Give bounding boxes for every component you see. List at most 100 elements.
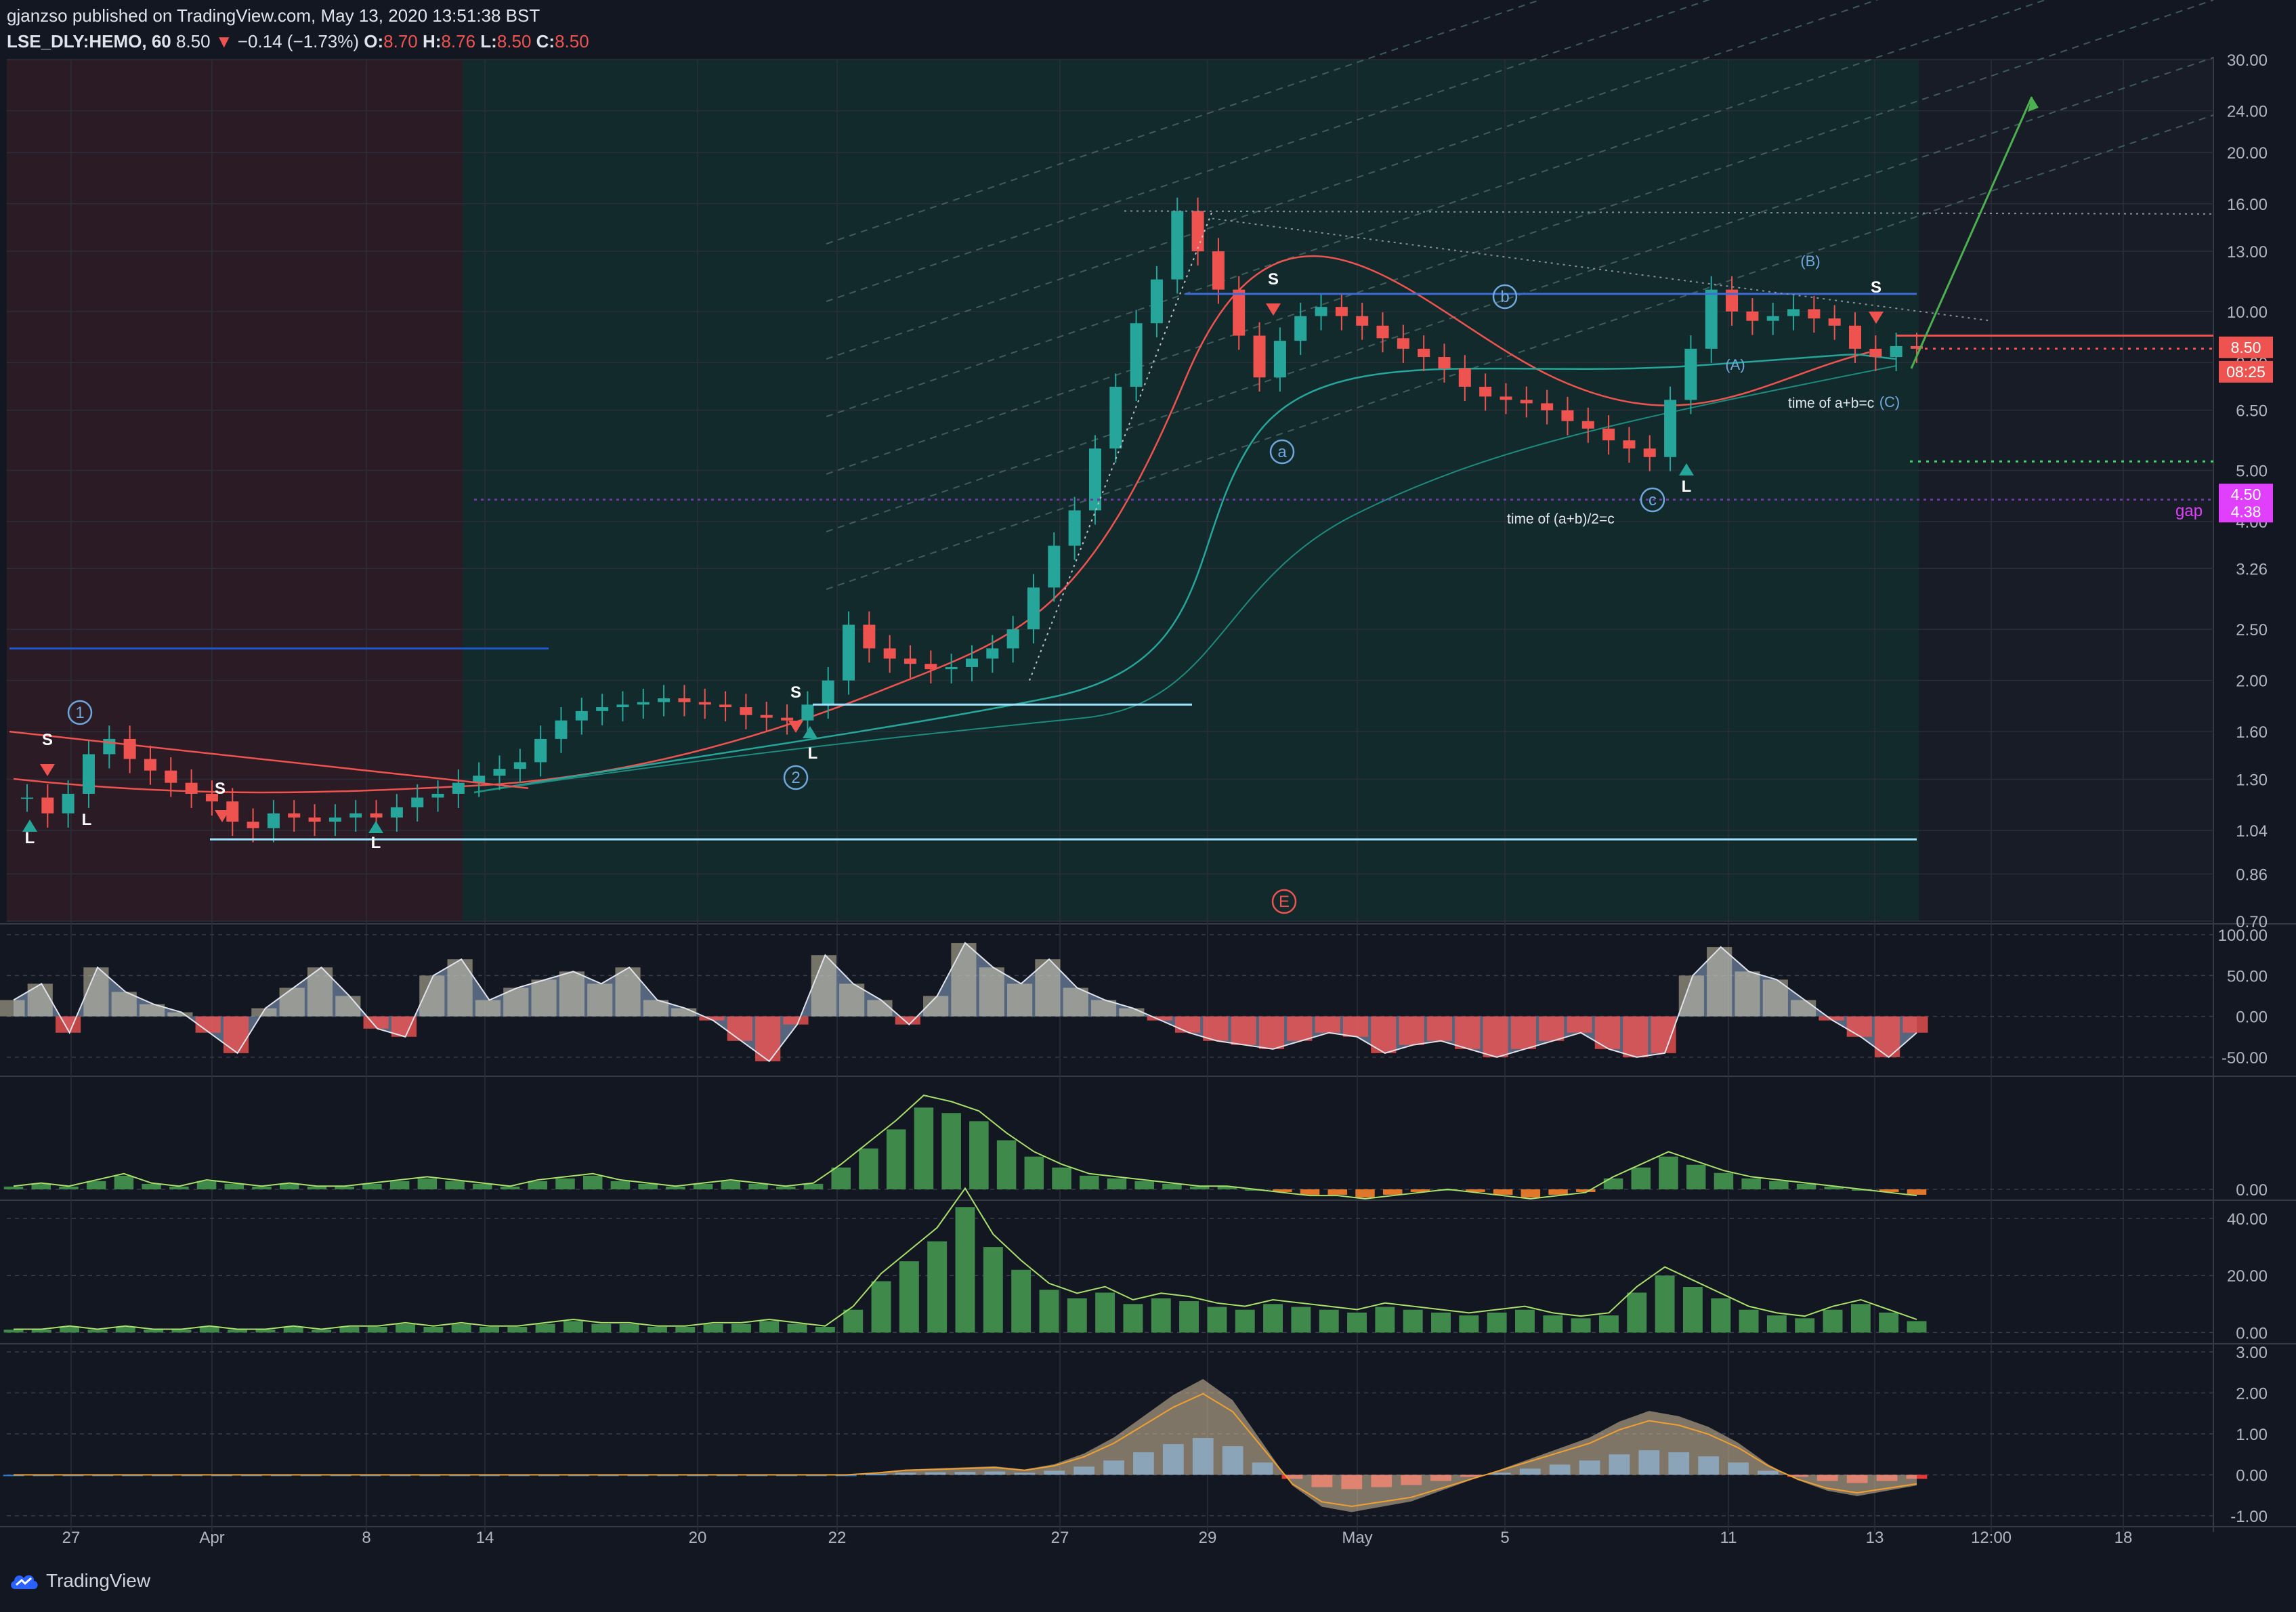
price-tick-label: 3.26 bbox=[2236, 560, 2268, 578]
oscillator-negative-bar bbox=[727, 1016, 752, 1041]
candle-body bbox=[1643, 448, 1656, 457]
open-label: O: bbox=[364, 31, 384, 51]
moving-average-slow bbox=[473, 365, 1897, 793]
price-axis[interactable]: 30.0024.0020.0016.0013.0010.008.006.505.… bbox=[2219, 51, 2273, 931]
candle-body bbox=[1746, 311, 1759, 321]
histogram-bar bbox=[803, 1183, 824, 1189]
histogram-bar bbox=[279, 1183, 299, 1189]
histogram-bar bbox=[1824, 1186, 1844, 1189]
sell-triangle-icon bbox=[1869, 312, 1884, 324]
oscillator-positive-bar bbox=[839, 983, 865, 1017]
candle-body bbox=[1911, 345, 1923, 349]
candle-body bbox=[1048, 545, 1061, 588]
histogram-bar bbox=[1796, 1183, 1816, 1189]
candle-body bbox=[1356, 316, 1369, 326]
buy-triangle-icon bbox=[22, 820, 37, 832]
gap-label: gap bbox=[2175, 502, 2203, 520]
oscillator-negative-bar bbox=[1231, 1016, 1256, 1045]
signal-line bbox=[14, 1393, 1917, 1508]
histogram-bar bbox=[859, 1148, 878, 1189]
histogram-bar bbox=[721, 1181, 741, 1189]
signal-label: S bbox=[1871, 278, 1882, 297]
histogram-bar bbox=[675, 1326, 696, 1333]
oscillator-pane-3[interactable]: 40.00 20.00 0.00 bbox=[3, 1187, 2268, 1342]
candle-body bbox=[740, 707, 752, 715]
histogram-bar bbox=[1686, 1164, 1706, 1189]
candle-body bbox=[534, 738, 547, 763]
price-tick-label: 16.00 bbox=[2227, 196, 2268, 214]
candle-body bbox=[1212, 251, 1225, 290]
time-axis[interactable]: 27 Apr 8 14 20 22 27 29 May 5 11 13 12:00 18 bbox=[62, 1529, 2133, 1547]
candle-body bbox=[1006, 629, 1019, 649]
candle-body bbox=[1273, 341, 1286, 378]
histogram-bar bbox=[255, 1330, 276, 1333]
histogram-bar bbox=[1107, 1178, 1127, 1189]
candle-body bbox=[1705, 289, 1718, 349]
low-value: 8.50 bbox=[496, 31, 532, 51]
oscillator-pane-2[interactable]: 0.00 bbox=[3, 1095, 2268, 1200]
candle-body bbox=[1869, 348, 1882, 358]
candle-body bbox=[658, 698, 671, 702]
histogram-bar bbox=[396, 1323, 415, 1333]
candle-body bbox=[123, 738, 136, 759]
candle-body bbox=[883, 648, 896, 659]
oscillator-positive-bar bbox=[559, 971, 584, 1017]
oscillator-positive-bar bbox=[335, 996, 361, 1017]
signal-label: S bbox=[215, 780, 226, 798]
last-price: 8.50 bbox=[175, 31, 211, 51]
pane-tick-label: 20.00 bbox=[2227, 1267, 2268, 1286]
candle-body bbox=[555, 720, 568, 739]
wave-label: b bbox=[1500, 288, 1509, 306]
histogram-bar bbox=[969, 1121, 989, 1189]
time-tick-label: 29 bbox=[1199, 1529, 1217, 1547]
pane-tick-label: 2.00 bbox=[2236, 1385, 2268, 1403]
signal-label: S bbox=[790, 683, 801, 702]
candle-body bbox=[288, 813, 301, 818]
pane-tick-label: 40.00 bbox=[2227, 1210, 2268, 1229]
oscillator-positive-bar bbox=[27, 983, 53, 1017]
oscillator-positive-bar bbox=[139, 1004, 165, 1017]
histogram-bar bbox=[1162, 1183, 1182, 1189]
oscillator-positive-bar bbox=[615, 967, 641, 1017]
candle-body bbox=[1849, 325, 1862, 349]
histogram-bar bbox=[1493, 1189, 1513, 1195]
histogram-bar bbox=[389, 1181, 410, 1189]
tradingview-logo[interactable]: TradingView bbox=[9, 1570, 150, 1592]
histogram-bar bbox=[914, 1107, 934, 1189]
histogram-bar bbox=[87, 1330, 108, 1333]
oscillator-line bbox=[13, 941, 1917, 1063]
candle-body bbox=[1458, 368, 1471, 387]
histogram-bar bbox=[60, 1326, 80, 1333]
candle-body bbox=[513, 762, 526, 769]
histogram-bar bbox=[996, 1140, 1017, 1189]
histogram-bar bbox=[144, 1330, 164, 1333]
signal-label: S bbox=[42, 731, 53, 749]
price-pane[interactable] bbox=[9, 0, 2214, 843]
histogram-bar bbox=[1403, 1309, 1423, 1333]
histogram-bar bbox=[1375, 1307, 1395, 1333]
oscillator-negative-bar bbox=[1315, 1016, 1340, 1033]
candle-body bbox=[924, 664, 937, 670]
symbol-name[interactable]: LSE_DLY:HEMO, 60 bbox=[7, 31, 171, 51]
histogram-bar bbox=[776, 1186, 796, 1189]
oscillator-pane-4[interactable]: 3.00 2.00 1.00 0.00 -1.00 bbox=[3, 1344, 2268, 1526]
candle-body bbox=[452, 782, 465, 794]
histogram-bar bbox=[1571, 1318, 1591, 1333]
oscillator-negative-bar bbox=[1147, 1016, 1172, 1021]
price-tick-label: 24.00 bbox=[2227, 103, 2268, 121]
histogram-bar bbox=[703, 1323, 723, 1333]
histogram-bar bbox=[1189, 1186, 1210, 1189]
cloud-icon bbox=[11, 1575, 38, 1589]
candle-body bbox=[945, 666, 958, 670]
candle-body bbox=[698, 702, 711, 705]
price-label-badge bbox=[2219, 501, 2273, 523]
candle-body bbox=[596, 707, 609, 711]
histogram-bar bbox=[666, 1186, 685, 1189]
candle-body bbox=[226, 801, 239, 822]
signal-label: L bbox=[1682, 478, 1692, 496]
time-tick-label: 22 bbox=[828, 1529, 847, 1547]
price-tick-label: 1.04 bbox=[2236, 822, 2268, 841]
oscillator-pane-1[interactable]: 100.00 50.00 0.00 -50.00 bbox=[0, 927, 2268, 1067]
candle-body bbox=[781, 717, 794, 721]
